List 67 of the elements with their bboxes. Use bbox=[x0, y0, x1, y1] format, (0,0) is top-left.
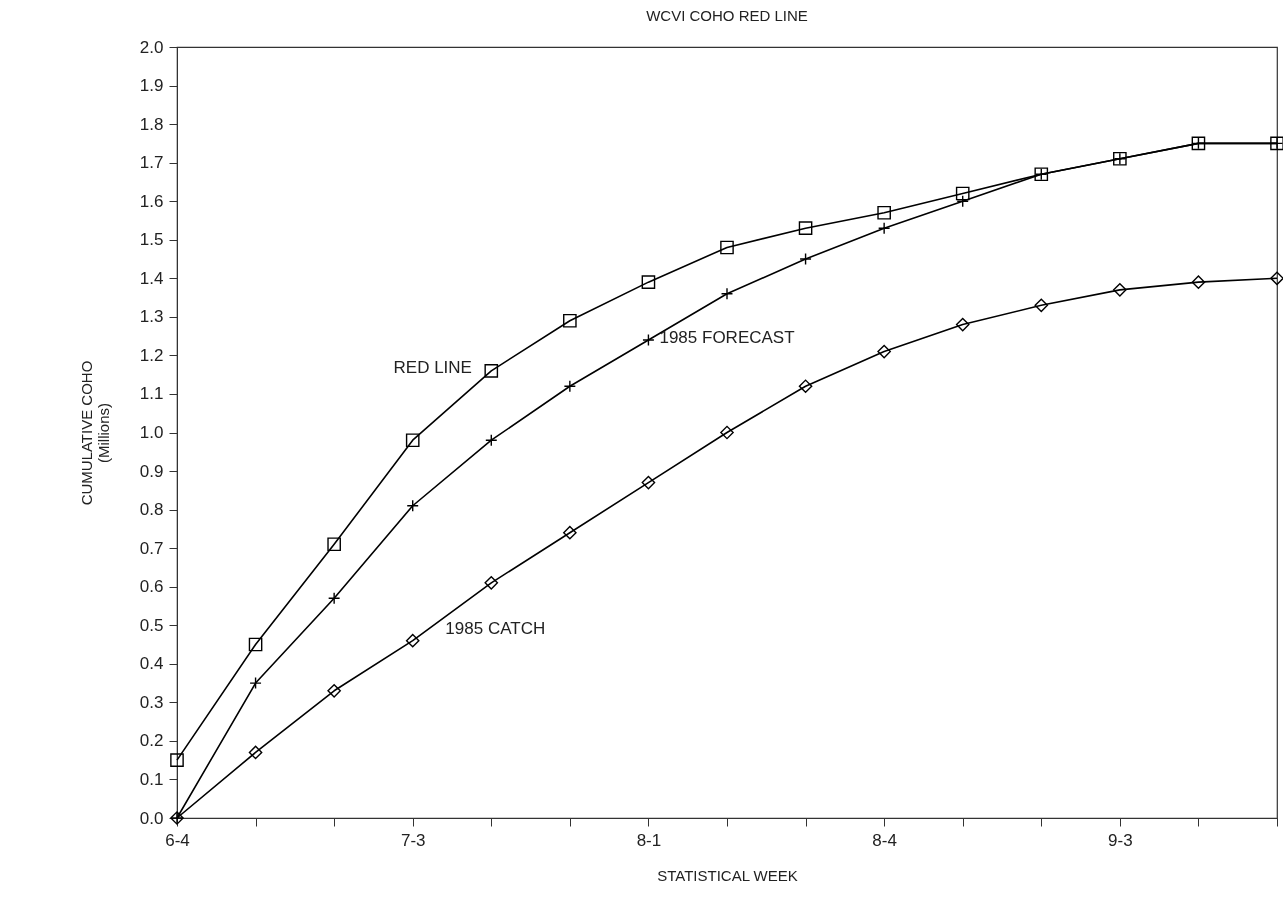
point bbox=[720, 287, 734, 300]
point bbox=[955, 186, 970, 201]
y-tick-label: 0.4 bbox=[139, 654, 164, 674]
y-tick-label: 1.4 bbox=[139, 268, 164, 288]
point bbox=[485, 434, 498, 447]
y-tick-label: 1.0 bbox=[139, 423, 164, 442]
series-label: 1985 FORECAST bbox=[659, 327, 795, 347]
point bbox=[1191, 275, 1206, 289]
y-tick-label: 0.6 bbox=[139, 577, 164, 597]
x-tick-label: 7-3 bbox=[400, 830, 426, 850]
y-tick-label: 0.8 bbox=[139, 500, 164, 520]
point bbox=[563, 525, 577, 540]
point bbox=[877, 205, 891, 220]
point bbox=[484, 364, 499, 378]
y-tick-label: 0.2 bbox=[139, 731, 164, 751]
point bbox=[1270, 271, 1283, 286]
x-tick-label: 6-4 bbox=[165, 830, 190, 850]
y-tick-label: 0.9 bbox=[139, 461, 164, 481]
point bbox=[720, 240, 734, 255]
y-tick-label: 0.0 bbox=[139, 808, 164, 828]
point bbox=[563, 380, 577, 393]
point bbox=[563, 313, 577, 328]
point bbox=[877, 222, 891, 235]
point bbox=[327, 592, 341, 605]
point bbox=[799, 252, 812, 266]
point bbox=[249, 676, 262, 690]
point bbox=[327, 537, 341, 552]
point bbox=[877, 344, 891, 359]
point bbox=[955, 317, 970, 332]
point bbox=[1113, 283, 1127, 297]
y-axis-title: CUMULATIVE COHO (Millions) bbox=[77, 360, 112, 506]
point bbox=[1034, 298, 1049, 313]
series-label: RED LINE bbox=[393, 358, 472, 378]
y-tick-label: 1.3 bbox=[139, 307, 164, 327]
point bbox=[406, 499, 419, 512]
y-tick-label: 1.8 bbox=[139, 114, 164, 134]
point bbox=[170, 753, 184, 767]
y-tick-label: 1.9 bbox=[139, 76, 164, 96]
point bbox=[956, 195, 969, 208]
point bbox=[405, 633, 420, 648]
point bbox=[248, 745, 263, 760]
y-tick-label: 1.7 bbox=[139, 153, 164, 173]
point bbox=[641, 475, 656, 490]
x-tick-label: 8-1 bbox=[636, 830, 662, 850]
y-tick-label: 0.7 bbox=[139, 538, 164, 558]
series-label: 1985 CATCH bbox=[445, 618, 546, 638]
x-tick-label: 9-3 bbox=[1108, 830, 1133, 850]
y-tick-label: 1.2 bbox=[139, 345, 164, 365]
point bbox=[642, 333, 655, 347]
y-tick-label: 0.3 bbox=[139, 692, 164, 712]
y-tick-label: 1.1 bbox=[139, 384, 164, 404]
x-axis-title: STATISTICAL WEEK bbox=[657, 866, 798, 884]
point bbox=[720, 425, 734, 440]
chart-title: WCVI COHO RED LINE bbox=[646, 7, 808, 24]
point bbox=[641, 275, 656, 289]
point bbox=[248, 637, 263, 652]
y-tick-label: 0.5 bbox=[139, 615, 164, 635]
point bbox=[327, 683, 341, 698]
y-tick-label: 1.5 bbox=[139, 230, 164, 250]
point bbox=[798, 221, 813, 236]
y-tick-label: 1.6 bbox=[139, 191, 164, 211]
point bbox=[405, 433, 420, 448]
point bbox=[484, 576, 499, 590]
x-tick-label: 8-4 bbox=[872, 830, 897, 850]
point bbox=[798, 379, 813, 394]
y-tick-label: 2.0 bbox=[139, 37, 164, 57]
y-tick-label: 0.1 bbox=[139, 769, 164, 789]
